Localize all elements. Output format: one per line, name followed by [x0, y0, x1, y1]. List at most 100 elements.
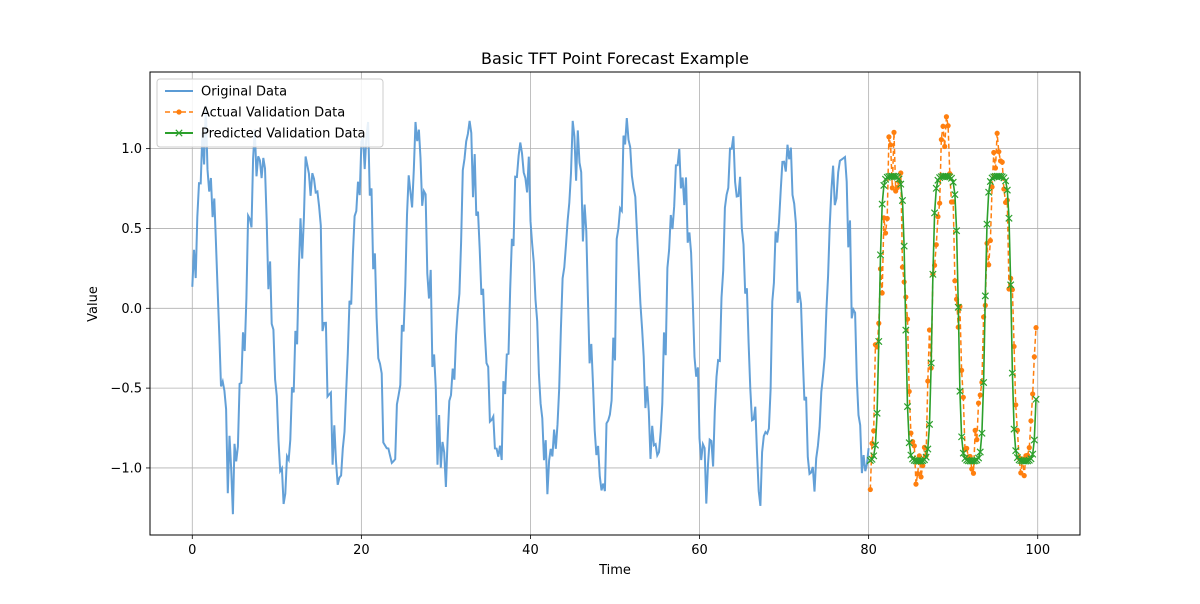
- predicted-validation-point: [1027, 455, 1035, 463]
- y-tick-label: 0.5: [121, 222, 142, 237]
- actual-validation-point: [987, 237, 993, 244]
- predicted-validation-point: [929, 270, 937, 278]
- predicted-validation-point: [952, 227, 961, 235]
- predicted-validation-point: [868, 455, 876, 463]
- actual-validation-point: [918, 474, 924, 480]
- actual-validation-point: [937, 200, 943, 206]
- y-tick-label: −1.0: [110, 461, 142, 476]
- actual-validation-point: [999, 159, 1005, 165]
- actual-validation-point: [1031, 354, 1037, 360]
- actual-validation-point: [921, 444, 928, 450]
- legend-label: Actual Validation Data: [201, 106, 345, 121]
- predicted-validation-point: [979, 378, 988, 387]
- predicted-validation-point: [871, 441, 880, 449]
- predicted-validation-point: [900, 242, 908, 250]
- x-axis-ticks: 0 20 40 60 80 100: [188, 535, 1050, 558]
- predicted-validation-point: [974, 454, 983, 462]
- predicted-validation-point: [902, 326, 910, 334]
- predicted-validation-point: [1032, 395, 1040, 403]
- legend-label: Original Data: [201, 85, 287, 100]
- x-tick-label: 80: [860, 543, 877, 558]
- predicted-validation-point: [925, 420, 934, 429]
- predicted-validation-point: [898, 196, 907, 205]
- legend: Original Data Actual Validation Data Predi…: [156, 78, 384, 148]
- actual-validation-point: [888, 142, 894, 148]
- actual-validation-point: [960, 394, 966, 400]
- actual-validation-point: [879, 290, 885, 296]
- predicted-validation-point: [1008, 369, 1016, 377]
- actual-validation-point: [938, 136, 944, 143]
- predicted-validation-point: [958, 433, 966, 441]
- actual-validation-point: [1013, 402, 1019, 408]
- predicted-validation-point: [875, 337, 883, 346]
- predicted-validation-point: [932, 184, 940, 192]
- actual-validation-point: [1011, 343, 1017, 350]
- predicted-validation-point: [907, 451, 915, 459]
- actual-validation-point: [889, 185, 895, 191]
- actual-validation-point: [911, 443, 917, 449]
- actual-validation-point: [996, 149, 1002, 155]
- predicted-validation-point: [1007, 281, 1015, 289]
- actual-validation-point: [970, 470, 977, 476]
- predicted-validation-point: [1012, 446, 1020, 455]
- x-axis-label: Time: [598, 563, 631, 578]
- actual-validation-point: [940, 123, 946, 129]
- actual-validation-point: [867, 486, 873, 493]
- predicted-validation-point: [927, 359, 935, 367]
- actual-validation-point: [994, 130, 1000, 136]
- predicted-validation-point: [981, 292, 989, 300]
- predicted-validation-point: [870, 452, 878, 460]
- y-tick-label: 1.0: [121, 142, 142, 157]
- predicted-validation-point: [1003, 186, 1011, 194]
- y-axis-label: Value: [86, 286, 101, 322]
- predicted-validation-point: [880, 181, 888, 189]
- actual-validation-point: [871, 428, 877, 434]
- x-tick-label: 40: [522, 543, 539, 558]
- legend-label: Predicted Validation Data: [201, 127, 366, 142]
- predicted-validation-point: [956, 387, 964, 395]
- series-actual-validation-data: [867, 114, 1039, 493]
- predicted-validation-point: [905, 439, 913, 447]
- predicted-validation-point: [1001, 177, 1010, 185]
- predicted-validation-point: [947, 174, 956, 182]
- actual-validation-point: [1026, 445, 1032, 451]
- predicted-validation-point: [1023, 457, 1032, 465]
- predicted-validation-point: [903, 402, 912, 411]
- actual-validation-point: [1033, 325, 1039, 331]
- actual-validation-point: [975, 400, 982, 406]
- actual-validation-point: [916, 453, 922, 459]
- predicted-validation-point: [1010, 425, 1018, 433]
- actual-validation-point: [952, 278, 958, 284]
- legend-box: [156, 78, 384, 148]
- actual-validation-point: [1030, 391, 1036, 397]
- actual-validation-point: [943, 114, 950, 120]
- predicted-validation-point: [1030, 436, 1038, 444]
- predicted-validation-point: [1005, 214, 1013, 222]
- actual-validation-point: [882, 230, 889, 236]
- legend-marker-x: [175, 129, 183, 137]
- y-tick-label: −0.5: [110, 382, 142, 397]
- predicted-validation-point: [876, 251, 885, 259]
- actual-validation-point: [945, 123, 951, 129]
- actual-validation-point: [969, 466, 975, 472]
- legend-marker-dot: [176, 109, 182, 115]
- predicted-validation-point: [895, 175, 903, 183]
- chart-title: Basic TFT Point Forecast Example: [481, 49, 749, 68]
- predicted-validation-point: [878, 200, 886, 208]
- x-tick-label: 60: [691, 543, 708, 558]
- actual-validation-point: [989, 184, 995, 190]
- predicted-validation-point: [983, 220, 991, 228]
- x-tick-label: 100: [1025, 543, 1050, 558]
- actual-validation-point: [1021, 473, 1027, 479]
- actual-validation-point: [913, 481, 919, 487]
- x-tick-label: 20: [353, 543, 370, 558]
- predicted-validation-point: [985, 188, 993, 196]
- predicted-validation-point: [1029, 450, 1037, 458]
- actual-validation-point: [886, 134, 892, 140]
- predicted-validation-point: [892, 172, 900, 181]
- actual-validation-point: [974, 436, 980, 443]
- y-tick-label: 0.0: [121, 302, 142, 317]
- actual-validation-point: [972, 427, 978, 433]
- predicted-validation-point: [978, 429, 986, 437]
